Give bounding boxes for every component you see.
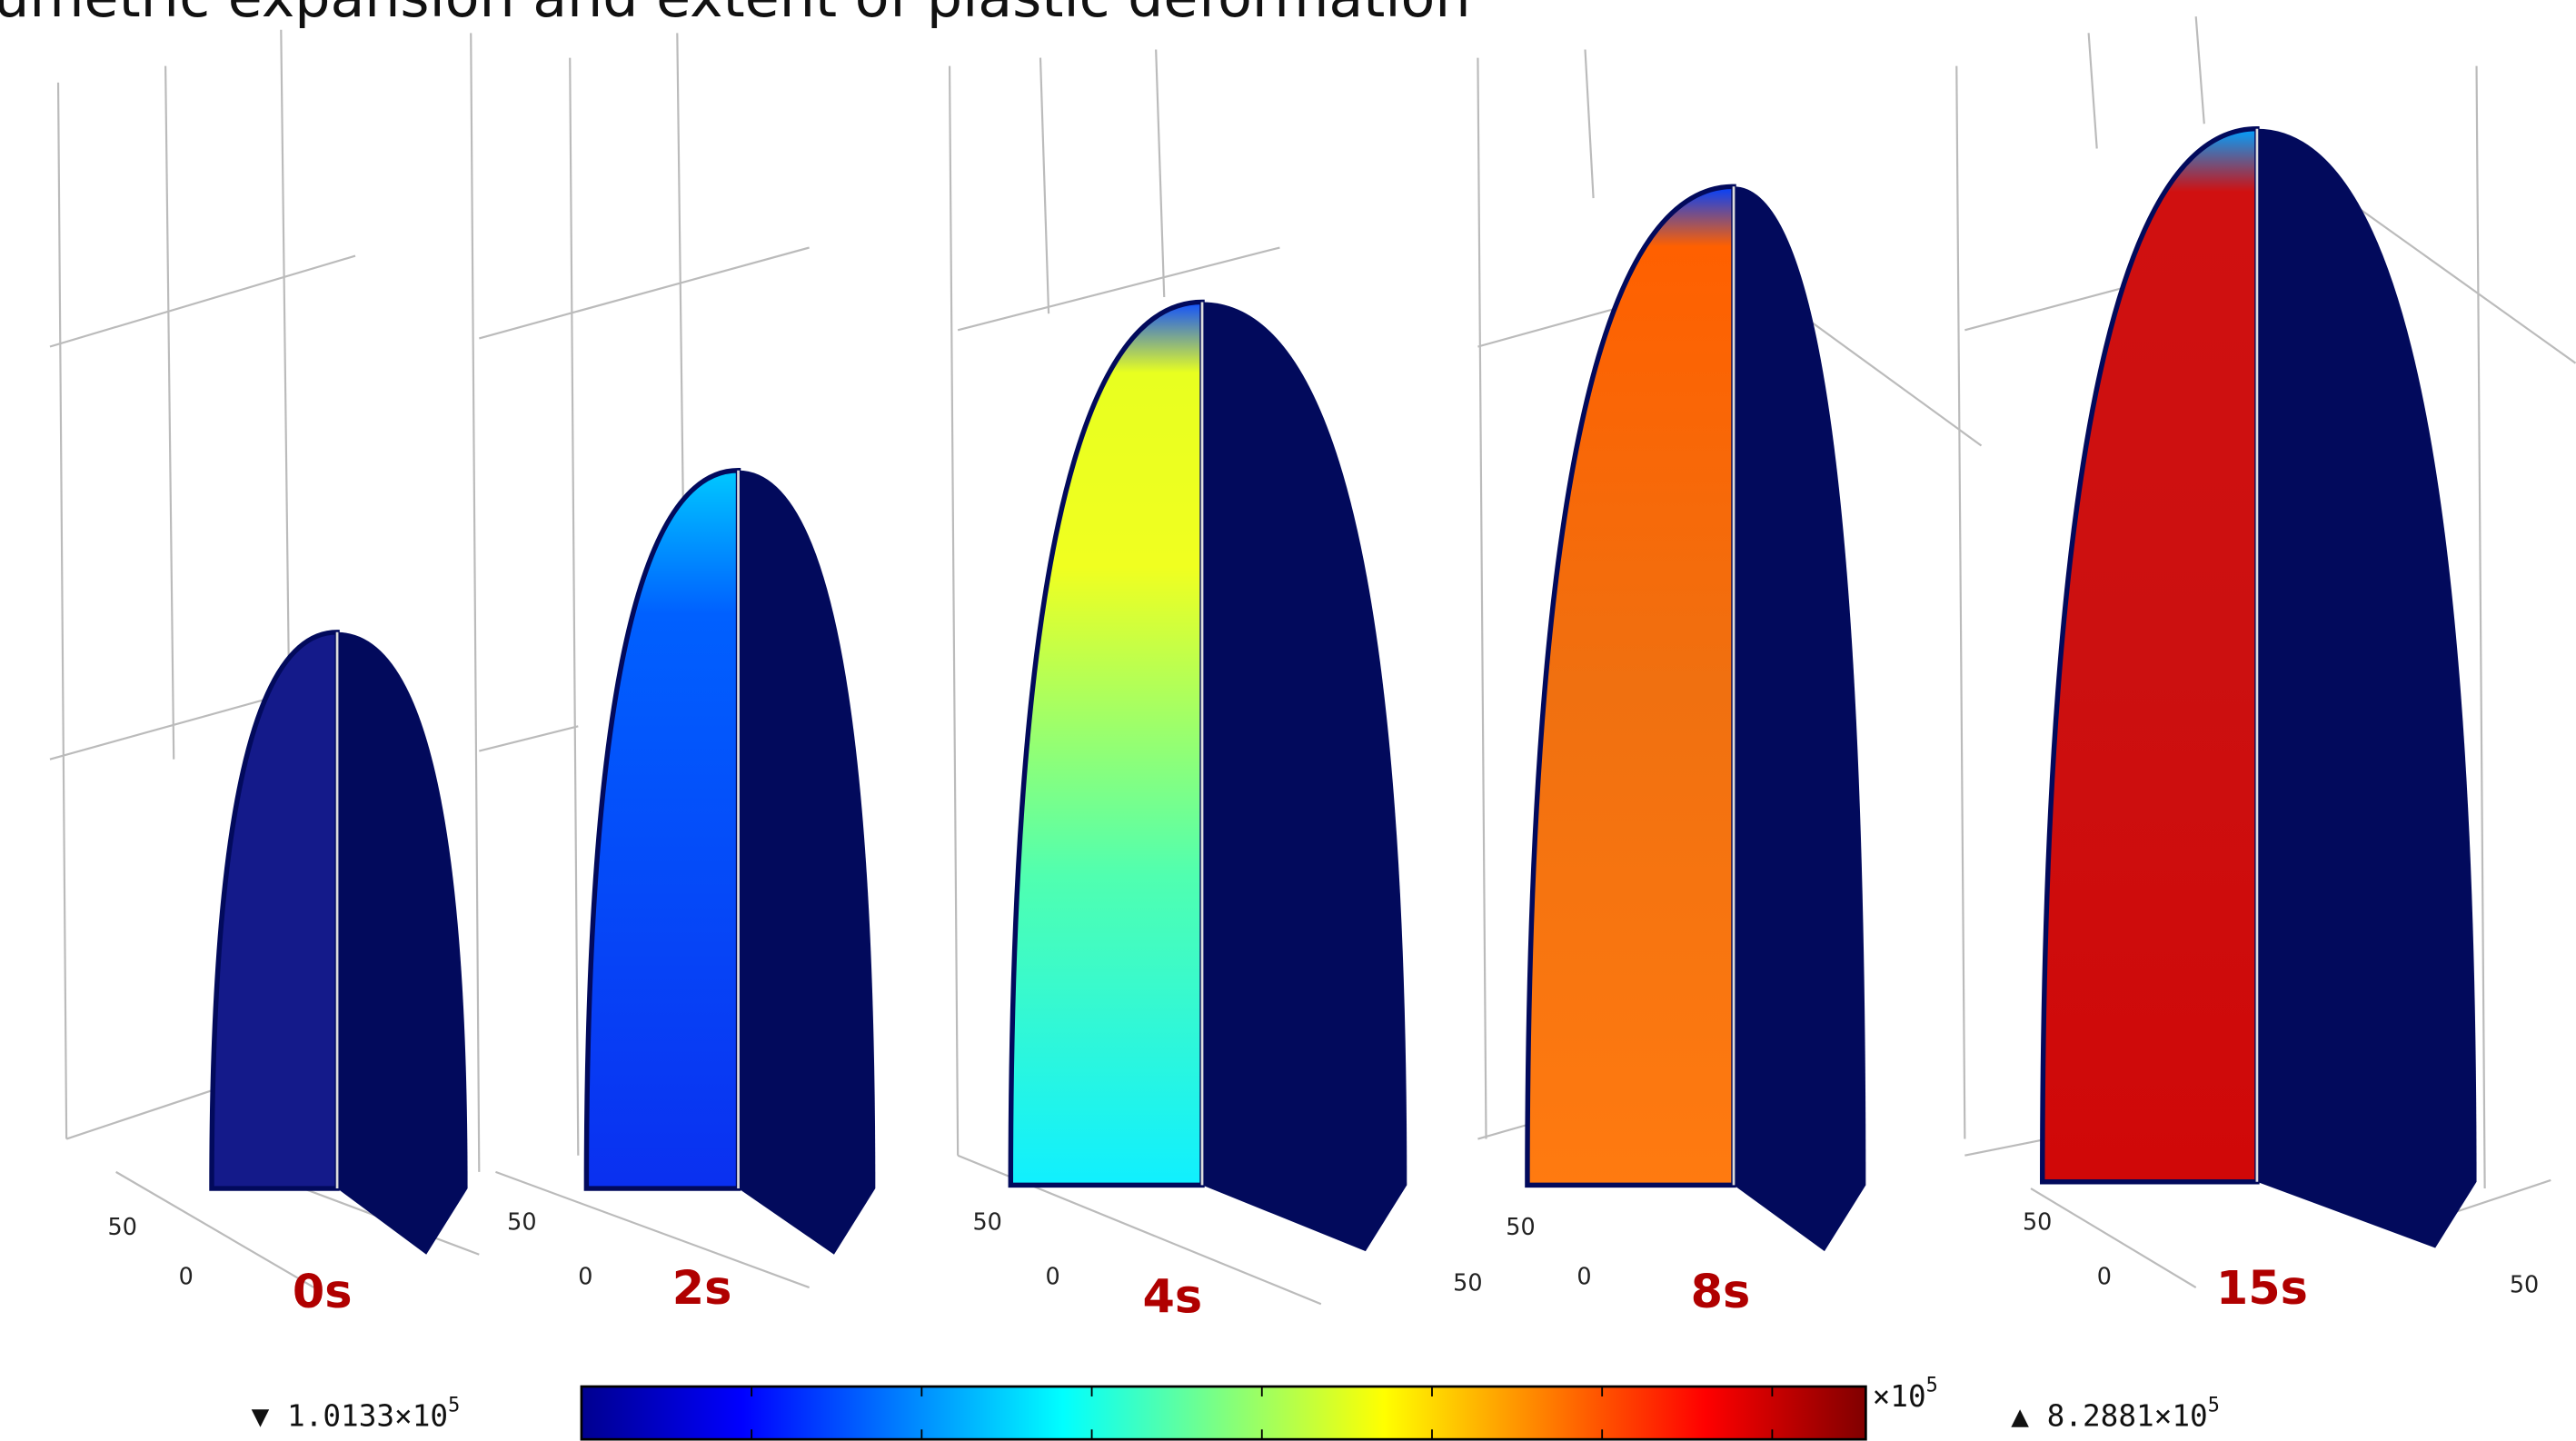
max-label: 8.2881×10 xyxy=(2047,1399,2208,1434)
bullet-side xyxy=(2257,129,2477,1248)
axis-tick-label: 50 xyxy=(2023,1207,2052,1235)
bullet-face xyxy=(2043,129,2257,1182)
axis-tick-label: 50 xyxy=(973,1207,1002,1235)
time-label: 2s xyxy=(672,1261,732,1315)
axis-tick-label: 50 xyxy=(2510,1270,2539,1297)
title: umetric expansion and extent of plastic … xyxy=(0,0,1470,30)
axis-tick-label: 50 xyxy=(507,1207,536,1235)
min-marker: ▼ xyxy=(252,1399,270,1434)
unit-label: ×10 xyxy=(1873,1379,1926,1414)
min-exponent: 5 xyxy=(448,1394,460,1416)
max-exponent: 5 xyxy=(2208,1394,2220,1416)
colorbar-unit: ×105 xyxy=(1873,1374,1938,1413)
colorbar-max: ▲ 8.2881×105 xyxy=(2011,1394,2220,1433)
min-label: 1.0133×10 xyxy=(287,1399,448,1434)
time-label: 0s xyxy=(293,1265,353,1318)
axis-tick-label: 0 xyxy=(578,1262,592,1289)
bullet-side xyxy=(739,471,876,1255)
time-label: 8s xyxy=(1691,1265,1751,1318)
bullet-face xyxy=(586,471,738,1188)
axis-tick-label: 50 xyxy=(1453,1269,1482,1297)
time-label: 15s xyxy=(2216,1261,2308,1315)
axis-tick-label: 0 xyxy=(179,1262,194,1289)
figure: umetric expansion and extent of plastic … xyxy=(0,0,2576,1441)
axis-tick-label: 0 xyxy=(2097,1262,2112,1289)
axis-tick-label: 0 xyxy=(1045,1262,1059,1289)
unit-exponent: 5 xyxy=(1926,1374,1938,1396)
max-marker: ▲ xyxy=(2011,1399,2029,1434)
colorbar-min: ▼ 1.0133×105 xyxy=(252,1394,461,1433)
bullet-face xyxy=(1527,186,1734,1185)
bullet-side xyxy=(1202,302,1407,1251)
axis-tick-label: 0 xyxy=(1576,1262,1591,1289)
colorbar xyxy=(582,1386,1865,1439)
axis-tick-label: 50 xyxy=(1506,1213,1535,1240)
bullet-face xyxy=(212,632,337,1188)
time-label: 4s xyxy=(1142,1269,1202,1323)
bullet-face xyxy=(1010,302,1202,1185)
page: {"title": "umetric expansion and extent … xyxy=(0,0,2576,1441)
axis-tick-label: 50 xyxy=(108,1213,137,1240)
bullet-side xyxy=(337,632,468,1255)
